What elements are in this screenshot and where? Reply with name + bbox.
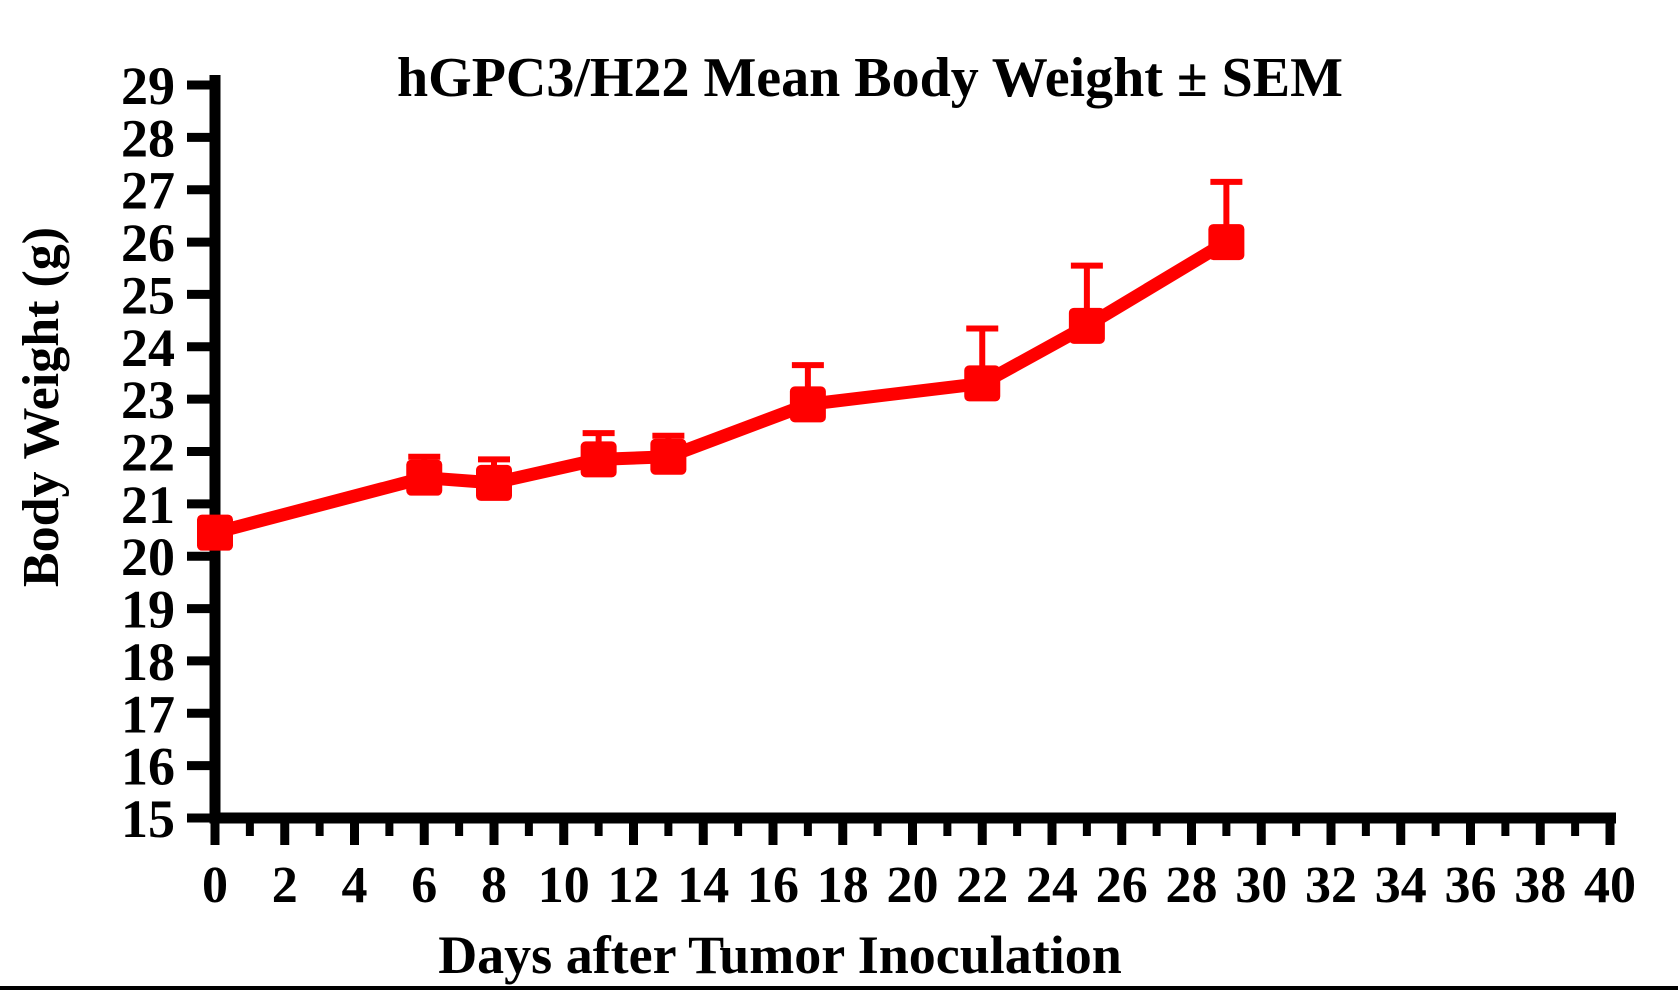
- y-tick-label: 16: [121, 737, 175, 797]
- x-tick-label: 38: [1514, 857, 1566, 914]
- x-tick-label: 4: [342, 857, 368, 914]
- data-point-marker: [650, 438, 687, 475]
- x-tick-label: 40: [1584, 857, 1636, 914]
- series-line: [213, 236, 1230, 539]
- x-tick-label: 6: [411, 857, 437, 914]
- y-tick-label: 23: [121, 370, 175, 430]
- x-tick-label: 32: [1305, 857, 1357, 914]
- y-tick-label: 15: [121, 789, 175, 849]
- data-point-marker: [1208, 224, 1245, 261]
- x-tick-label: 8: [481, 857, 507, 914]
- y-tick-label: 22: [121, 423, 175, 483]
- y-tick-label: 21: [121, 475, 175, 535]
- x-tick-label: 16: [747, 857, 799, 914]
- x-tick-label: 18: [817, 857, 869, 914]
- x-tick-label: 12: [608, 857, 660, 914]
- bottom-rule: [0, 986, 1678, 990]
- y-tick-label: 29: [121, 56, 175, 116]
- y-tick-label: 25: [121, 265, 175, 325]
- x-axis-title: Days after Tumor Inoculation: [438, 925, 1122, 985]
- data-point-marker: [964, 365, 1001, 402]
- y-tick-label: 17: [121, 684, 175, 744]
- y-tick-label: 28: [121, 108, 175, 168]
- x-tick-label: 0: [202, 857, 228, 914]
- data-point-marker: [580, 441, 617, 478]
- y-tick-label: 18: [121, 632, 175, 692]
- x-tick-label: 36: [1445, 857, 1497, 914]
- data-point-marker: [197, 514, 233, 551]
- x-tick-label: 24: [1026, 857, 1078, 914]
- data-point-marker: [406, 459, 443, 496]
- y-tick-label: 20: [121, 527, 175, 587]
- y-tick-label: 27: [121, 161, 175, 221]
- x-tick-label: 28: [1166, 857, 1218, 914]
- data-point-marker: [476, 464, 512, 501]
- y-tick-label: 19: [121, 580, 175, 640]
- x-tick-label: 10: [538, 857, 590, 914]
- x-tick-label: 2: [272, 857, 298, 914]
- y-tick-label: 26: [121, 213, 175, 273]
- x-tick-label: 22: [956, 857, 1008, 914]
- x-tick-label: 26: [1096, 857, 1148, 914]
- y-tick-label: 24: [121, 318, 175, 378]
- x-tick-label: 30: [1235, 857, 1287, 914]
- x-tick-label: 14: [677, 857, 729, 914]
- x-tick-label: 20: [887, 857, 939, 914]
- data-point-marker: [789, 386, 826, 423]
- chart-title: hGPC3/H22 Mean Body Weight ± SEM: [396, 47, 1343, 109]
- data-point-marker: [1068, 307, 1105, 344]
- x-tick-label: 34: [1375, 857, 1427, 914]
